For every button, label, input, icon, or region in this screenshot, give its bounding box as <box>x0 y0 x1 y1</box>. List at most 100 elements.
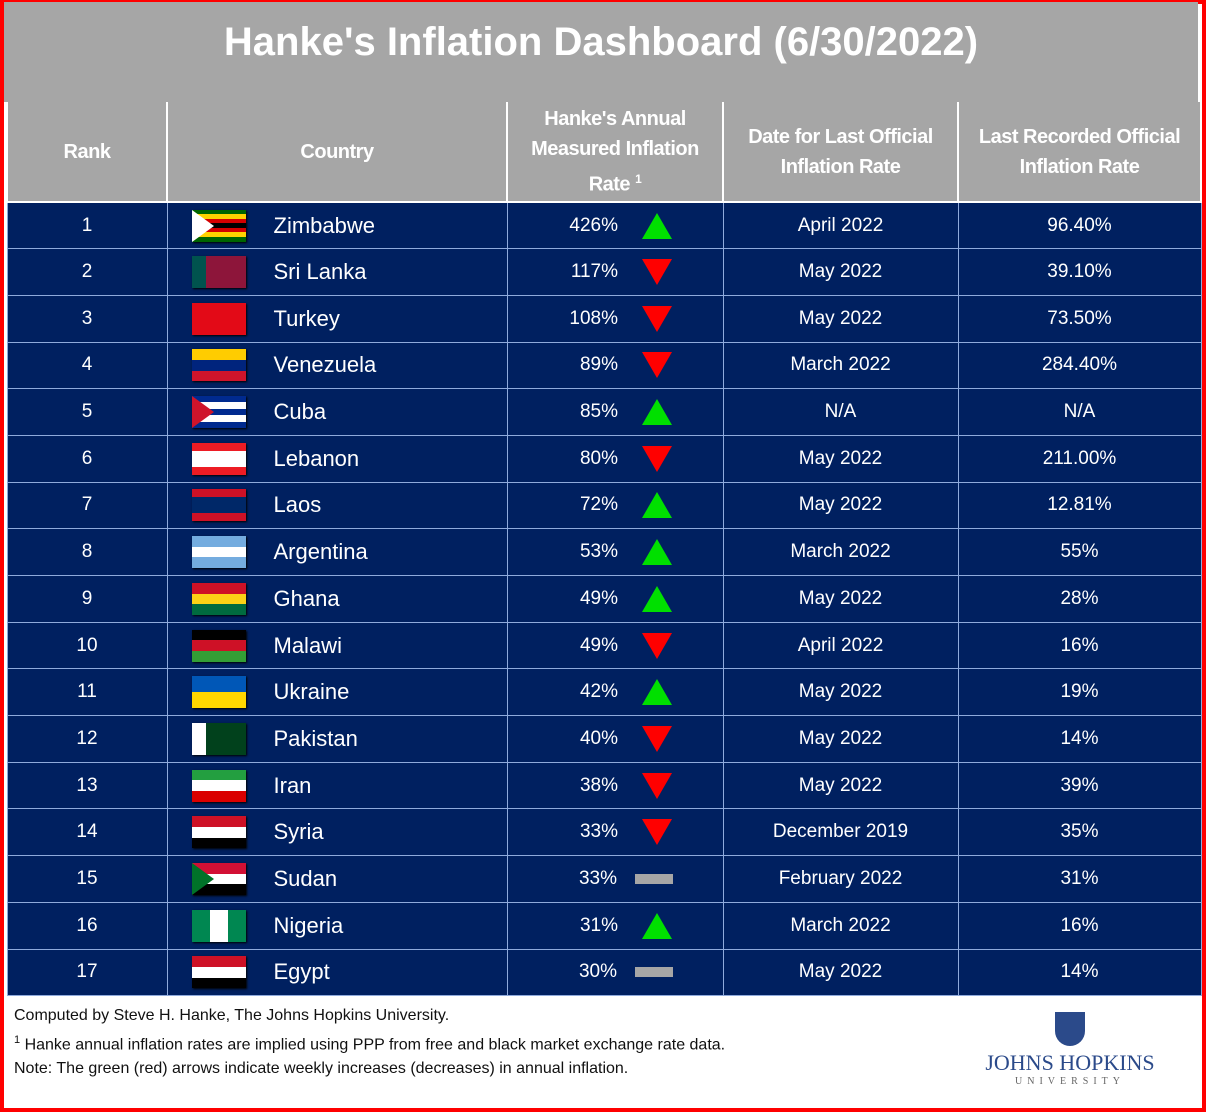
flag-icon <box>191 769 246 802</box>
trend-up-icon <box>642 212 672 239</box>
official-date-cell: May 2022 <box>722 248 959 296</box>
trend-up-icon <box>642 399 672 426</box>
official-date-cell: December 2019 <box>722 808 959 857</box>
hanke-rate: 33% <box>579 821 618 843</box>
trend-down-icon <box>642 352 672 379</box>
table-row: 10 Malawi 49% April 2022 16% <box>6 621 1202 670</box>
trend-down-icon <box>642 259 672 286</box>
hanke-rate: 40% <box>579 727 618 749</box>
country-name: Pakistan <box>273 725 358 751</box>
trend-up-icon <box>642 679 672 706</box>
table-row: 11 Ukraine 42% May 2022 19% <box>6 668 1202 717</box>
official-rate-cell: 35% <box>957 808 1202 857</box>
header-country: Country <box>166 102 508 203</box>
hanke-rate: 49% <box>579 587 618 609</box>
page-title: Hanke's Inflation Dashboard (6/30/2022) <box>4 2 1198 102</box>
official-date-cell: April 2022 <box>722 201 959 250</box>
rank-cell: 17 <box>6 948 168 997</box>
country-name: Egypt <box>273 959 330 985</box>
trend-down-icon <box>642 819 672 846</box>
trend-down-icon <box>642 772 672 799</box>
hanke-rate: 89% <box>579 354 618 376</box>
trend-flat-icon <box>635 873 673 884</box>
rank-cell: 11 <box>6 668 168 717</box>
inflation-table: Rank Country Hanke's Annual Measured Inf… <box>6 102 1202 997</box>
country-cell: Egypt <box>166 948 508 997</box>
official-date-cell: May 2022 <box>722 481 959 530</box>
flag-icon <box>191 396 246 429</box>
hanke-rate-cell: 49% <box>506 621 724 670</box>
hanke-rate: 72% <box>579 494 618 516</box>
hanke-rate-cell: 31% <box>506 901 724 950</box>
trend-down-icon <box>642 632 672 659</box>
rank-cell: 7 <box>6 481 168 530</box>
official-date-cell: February 2022 <box>722 855 959 903</box>
rank-cell: 2 <box>6 248 168 296</box>
official-date-cell: May 2022 <box>722 668 959 717</box>
hanke-rate-cell: 85% <box>506 388 724 436</box>
rank-cell: 13 <box>6 761 168 810</box>
country-cell: Argentina <box>166 528 508 576</box>
country-cell: Ghana <box>166 575 508 623</box>
flag-icon <box>191 349 246 382</box>
hanke-rate-cell: 42% <box>506 668 724 717</box>
country-name: Malawi <box>273 632 342 658</box>
rank-cell: 1 <box>6 201 168 250</box>
country-name: Syria <box>273 819 324 845</box>
table-row: 15 Sudan 33% February 2022 31% <box>6 855 1202 903</box>
flag-icon <box>191 722 246 755</box>
table-row: 14 Syria 33% December 2019 35% <box>6 808 1202 857</box>
country-cell: Sri Lanka <box>166 248 508 296</box>
table-row: 13 Iran 38% May 2022 39% <box>6 761 1202 810</box>
official-rate-cell: 12.81% <box>957 481 1202 530</box>
flag-icon <box>191 442 246 475</box>
table-row: 7 Laos 72% May 2022 12.81% <box>6 481 1202 530</box>
table-row: 8 Argentina 53% March 2022 55% <box>6 528 1202 576</box>
official-rate-cell: 19% <box>957 668 1202 717</box>
hanke-rate-cell: 38% <box>506 761 724 810</box>
trend-up-icon <box>642 912 672 939</box>
footer-footnote: 1 Hanke annual inflation rates are impli… <box>14 1034 726 1054</box>
rank-cell: 5 <box>6 388 168 436</box>
country-cell: Sudan <box>166 855 508 903</box>
rank-cell: 9 <box>6 575 168 623</box>
header-official-rate: Last Recorded Official Inflation Rate <box>957 102 1202 203</box>
official-rate-cell: 16% <box>957 901 1202 950</box>
footer-credit: Computed by Steve H. Hanke, The Johns Ho… <box>14 1007 450 1024</box>
country-name: Laos <box>273 492 322 518</box>
country-name: Lebanon <box>273 445 360 471</box>
footer-notes: Computed by Steve H. Hanke, The Johns Ho… <box>14 1004 725 1081</box>
trend-up-icon <box>642 492 672 519</box>
hanke-rate-cell: 80% <box>506 434 724 483</box>
flag-icon <box>191 489 246 522</box>
official-rate-cell: 14% <box>957 948 1202 997</box>
official-date-cell: May 2022 <box>722 761 959 810</box>
official-date-cell: May 2022 <box>722 715 959 763</box>
trend-flat-icon <box>635 967 673 978</box>
rank-cell: 16 <box>6 901 168 950</box>
official-date-cell: March 2022 <box>722 528 959 576</box>
country-name: Ghana <box>273 585 340 611</box>
official-rate-cell: 16% <box>957 621 1202 670</box>
rank-cell: 15 <box>6 855 168 903</box>
trend-up-icon <box>642 585 672 612</box>
country-name: Sri Lanka <box>273 259 367 285</box>
country-name: Ukraine <box>273 679 350 705</box>
country-name: Sudan <box>273 865 338 891</box>
header-rank: Rank <box>6 102 168 203</box>
official-rate-cell: 39% <box>957 761 1202 810</box>
hanke-rate: 33% <box>578 867 617 889</box>
country-cell: Syria <box>166 808 508 857</box>
flag-icon <box>191 862 246 895</box>
hanke-rate-cell: 72% <box>506 481 724 530</box>
official-date-cell: April 2022 <box>722 621 959 670</box>
trend-down-icon <box>642 305 672 332</box>
country-name: Turkey <box>273 305 340 331</box>
country-cell: Pakistan <box>166 715 508 763</box>
official-rate-cell: 284.40% <box>957 341 1202 390</box>
official-rate-cell: 73.50% <box>957 294 1202 343</box>
hanke-rate: 49% <box>579 634 618 656</box>
official-rate-cell: 31% <box>957 855 1202 903</box>
rank-cell: 3 <box>6 294 168 343</box>
country-cell: Iran <box>166 761 508 810</box>
